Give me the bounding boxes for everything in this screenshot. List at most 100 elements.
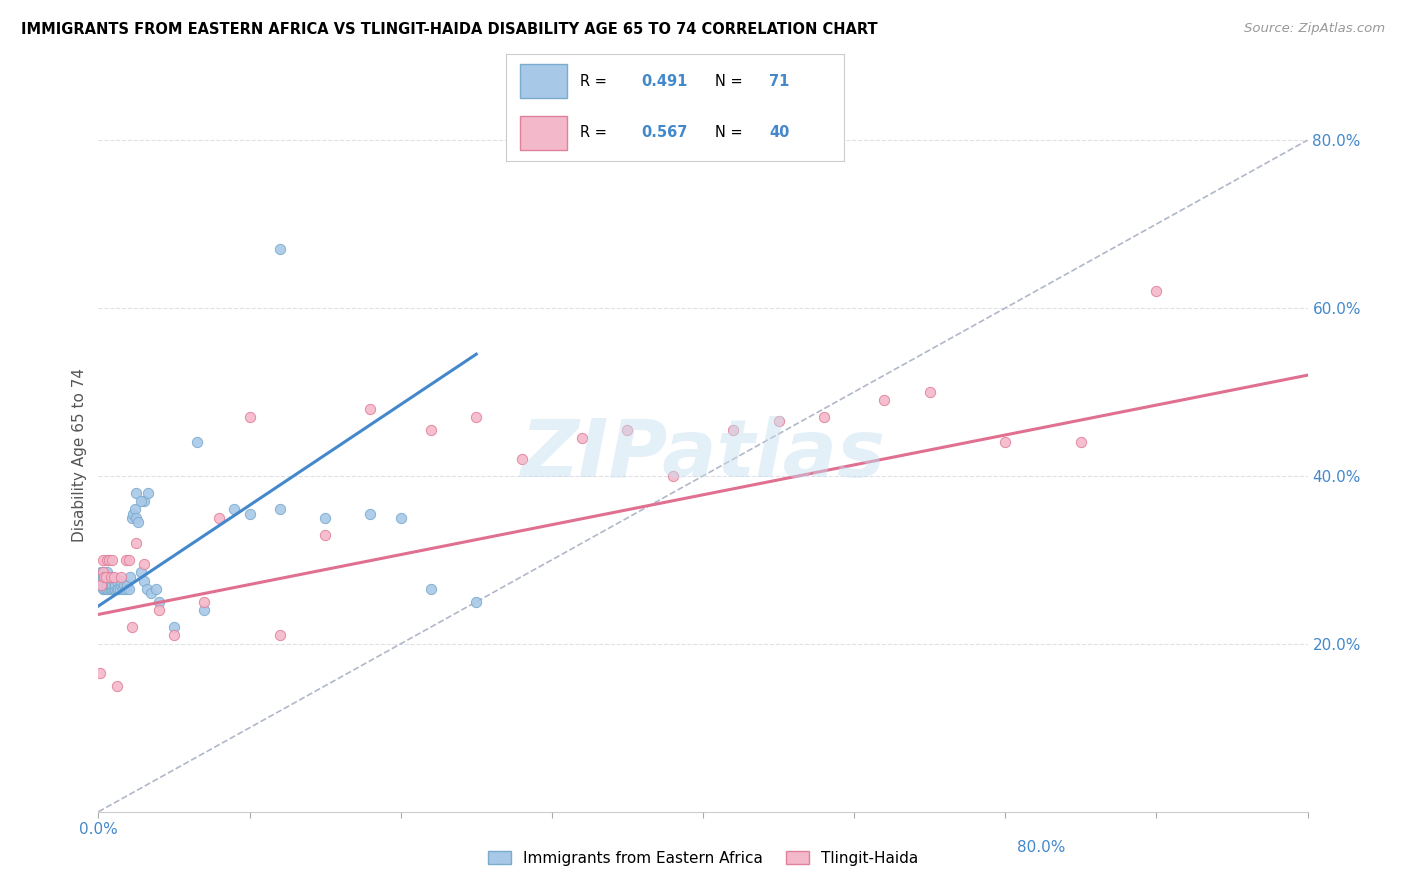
Point — [91, 582, 114, 597]
Point — [193, 595, 215, 609]
Point — [103, 569, 125, 583]
Point — [269, 628, 291, 642]
Legend: Immigrants from Eastern Africa, Tlingit-Haida: Immigrants from Eastern Africa, Tlingit-… — [482, 845, 924, 871]
Point — [98, 578, 121, 592]
Point — [129, 566, 152, 580]
Point — [465, 410, 488, 425]
Point — [94, 569, 117, 583]
Text: 80.0%: 80.0% — [1018, 840, 1066, 855]
Point — [108, 582, 131, 597]
Point — [94, 569, 117, 583]
Point — [101, 582, 124, 597]
Point — [918, 384, 941, 399]
Point — [121, 511, 143, 525]
Point — [124, 502, 146, 516]
Point — [93, 569, 115, 583]
Point — [100, 569, 122, 583]
Point — [768, 414, 790, 428]
Point — [723, 423, 745, 437]
Point — [104, 582, 127, 597]
Point — [115, 578, 138, 592]
Point — [239, 410, 262, 425]
Point — [96, 553, 118, 567]
Text: 0.567: 0.567 — [641, 125, 688, 140]
Point — [89, 666, 111, 681]
Point — [98, 569, 121, 583]
Point — [101, 553, 124, 567]
Text: R =: R = — [581, 74, 607, 89]
Point — [224, 502, 246, 516]
Point — [114, 553, 136, 567]
Point — [132, 574, 155, 588]
Point — [136, 485, 159, 500]
Text: Source: ZipAtlas.com: Source: ZipAtlas.com — [1244, 22, 1385, 36]
Point — [994, 435, 1017, 450]
Point — [91, 578, 114, 592]
Point — [96, 582, 118, 597]
Text: N =: N = — [716, 74, 742, 89]
Point — [120, 569, 142, 583]
Point — [269, 242, 291, 256]
Point — [148, 595, 170, 609]
Point — [110, 578, 132, 592]
Point — [93, 578, 115, 592]
Point — [208, 511, 231, 525]
Point — [132, 557, 155, 571]
Point — [93, 582, 115, 597]
Point — [360, 507, 382, 521]
Point — [90, 566, 112, 580]
Point — [107, 582, 129, 597]
Point — [239, 507, 262, 521]
Point — [94, 582, 117, 597]
Point — [571, 431, 593, 445]
Point — [111, 582, 134, 597]
Point — [110, 569, 132, 583]
Point — [89, 569, 111, 583]
Point — [89, 578, 111, 592]
Point — [135, 582, 157, 597]
FancyBboxPatch shape — [520, 116, 567, 150]
Point — [813, 410, 835, 425]
Point — [98, 582, 121, 597]
Point — [100, 578, 122, 592]
Text: R =: R = — [581, 125, 607, 140]
Point — [101, 578, 124, 592]
Point — [104, 578, 127, 592]
Point — [105, 574, 128, 588]
Point — [100, 574, 122, 588]
Point — [114, 582, 136, 597]
Point — [145, 582, 167, 597]
Point — [94, 574, 117, 588]
Text: IMMIGRANTS FROM EASTERN AFRICA VS TLINGIT-HAIDA DISABILITY AGE 65 TO 74 CORRELAT: IMMIGRANTS FROM EASTERN AFRICA VS TLINGI… — [21, 22, 877, 37]
Point — [132, 494, 155, 508]
Point — [465, 595, 488, 609]
Point — [118, 553, 141, 567]
Point — [112, 578, 135, 592]
Point — [141, 586, 163, 600]
Point — [90, 578, 112, 592]
Point — [1070, 435, 1092, 450]
Text: N =: N = — [716, 125, 742, 140]
Point — [186, 435, 208, 450]
Point — [100, 582, 122, 597]
Point — [118, 582, 141, 597]
Point — [103, 574, 125, 588]
Point — [103, 582, 125, 597]
Point — [91, 566, 114, 580]
Point — [510, 452, 533, 467]
Point — [420, 582, 443, 597]
Text: ZIPatlas: ZIPatlas — [520, 416, 886, 494]
Point — [193, 603, 215, 617]
Point — [125, 511, 148, 525]
Point — [360, 401, 382, 416]
Point — [163, 620, 186, 634]
Point — [96, 574, 118, 588]
Point — [662, 469, 685, 483]
Point — [98, 553, 121, 567]
Text: 40: 40 — [769, 125, 790, 140]
Y-axis label: Disability Age 65 to 74: Disability Age 65 to 74 — [72, 368, 87, 542]
Point — [314, 527, 336, 541]
Point — [90, 574, 112, 588]
Point — [616, 423, 638, 437]
Point — [1144, 284, 1167, 298]
